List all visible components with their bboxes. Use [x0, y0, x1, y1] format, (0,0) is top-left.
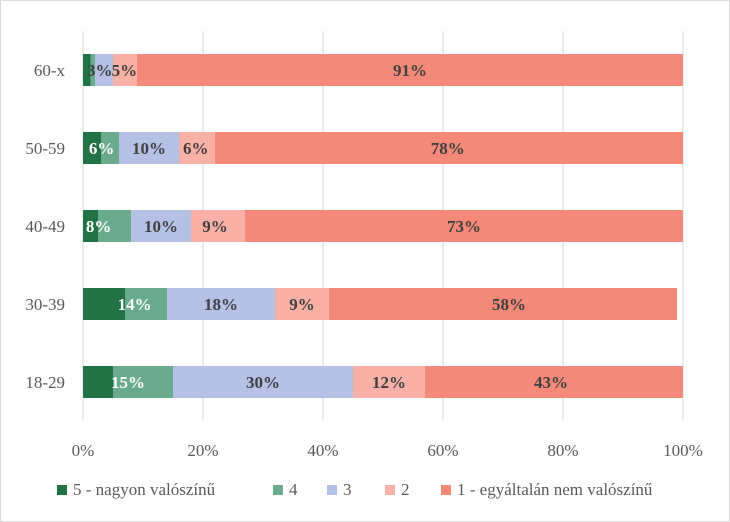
legend-swatch	[441, 485, 451, 495]
bar-segment	[125, 288, 167, 320]
bar-segment	[83, 210, 98, 242]
data-label: 18%	[204, 295, 238, 314]
data-label: 58%	[492, 295, 526, 314]
data-label: 8%	[86, 217, 112, 236]
bar-segment	[131, 210, 191, 242]
data-label: 3%	[87, 61, 113, 80]
data-label: 5%	[112, 61, 138, 80]
bar-segment	[95, 54, 113, 86]
data-labels: 3% 5% 91% 6% 10% 6% 78% 8% 10% 9% 73% 14% 18% 9% 58% 15…	[86, 61, 568, 392]
bar-segment	[245, 210, 683, 242]
legend-swatch	[273, 485, 283, 495]
data-label: 73%	[447, 217, 481, 236]
x-tick-label: 60%	[427, 441, 458, 460]
bar-segment	[329, 288, 677, 320]
legend-swatch	[57, 485, 67, 495]
bar-segment	[113, 54, 137, 86]
data-label: 91%	[393, 61, 427, 80]
bar-segment	[179, 132, 215, 164]
legend-label: 1 - egyáltalán nem valószínű	[457, 480, 653, 499]
legend-label: 3	[343, 480, 352, 499]
bar-segment	[119, 132, 179, 164]
category-label: 30-39	[25, 295, 65, 314]
data-label: 15%	[111, 373, 145, 392]
legend-swatch	[327, 485, 337, 495]
legend-swatch	[385, 485, 395, 495]
data-label: 6%	[89, 139, 115, 158]
data-label: 12%	[372, 373, 406, 392]
bar-segment	[113, 366, 173, 398]
legend-label: 5 - nagyon valószínű	[73, 480, 216, 499]
bar-segment	[191, 210, 245, 242]
data-label: 10%	[144, 217, 178, 236]
category-label: 60-x	[34, 61, 66, 80]
x-tick-label: 40%	[307, 441, 338, 460]
legend: 5 - nagyon valószínű 4 3 2 1 - egyáltalán ne…	[57, 480, 653, 499]
category-label: 40-49	[25, 217, 65, 236]
data-label: 9%	[202, 217, 228, 236]
x-tick-label: 100%	[663, 441, 703, 460]
data-label: 6%	[183, 139, 209, 158]
data-label: 30%	[246, 373, 280, 392]
category-label: 18-29	[25, 373, 65, 392]
bar-segment	[83, 132, 101, 164]
x-tick-label: 80%	[547, 441, 578, 460]
bar-segment	[173, 366, 353, 398]
data-label: 43%	[534, 373, 568, 392]
bars	[83, 54, 683, 398]
bar-segment	[101, 132, 119, 164]
category-axis: 60-x 50-59 40-49 30-39 18-29	[25, 61, 65, 392]
bar-segment	[83, 288, 125, 320]
legend-label: 2	[401, 480, 410, 499]
bar-segment	[167, 288, 275, 320]
x-axis-ticks: 0% 20% 40% 60% 80% 100%	[72, 441, 703, 460]
bar-segment	[137, 54, 683, 86]
bar-segment	[90, 54, 95, 86]
bar-segment	[353, 366, 425, 398]
data-label: 78%	[431, 139, 465, 158]
bar-segment	[275, 288, 329, 320]
bar-segment	[83, 54, 91, 86]
x-tick-label: 20%	[187, 441, 218, 460]
x-tick-label: 0%	[72, 441, 95, 460]
category-label: 50-59	[25, 139, 65, 158]
legend-label: 4	[289, 480, 298, 499]
bar-segment	[83, 366, 113, 398]
bar-segment	[215, 132, 683, 164]
bar-segment	[98, 210, 131, 242]
data-label: 10%	[132, 139, 166, 158]
data-label: 9%	[289, 295, 315, 314]
data-label: 14%	[118, 295, 152, 314]
bar-segment	[425, 366, 683, 398]
